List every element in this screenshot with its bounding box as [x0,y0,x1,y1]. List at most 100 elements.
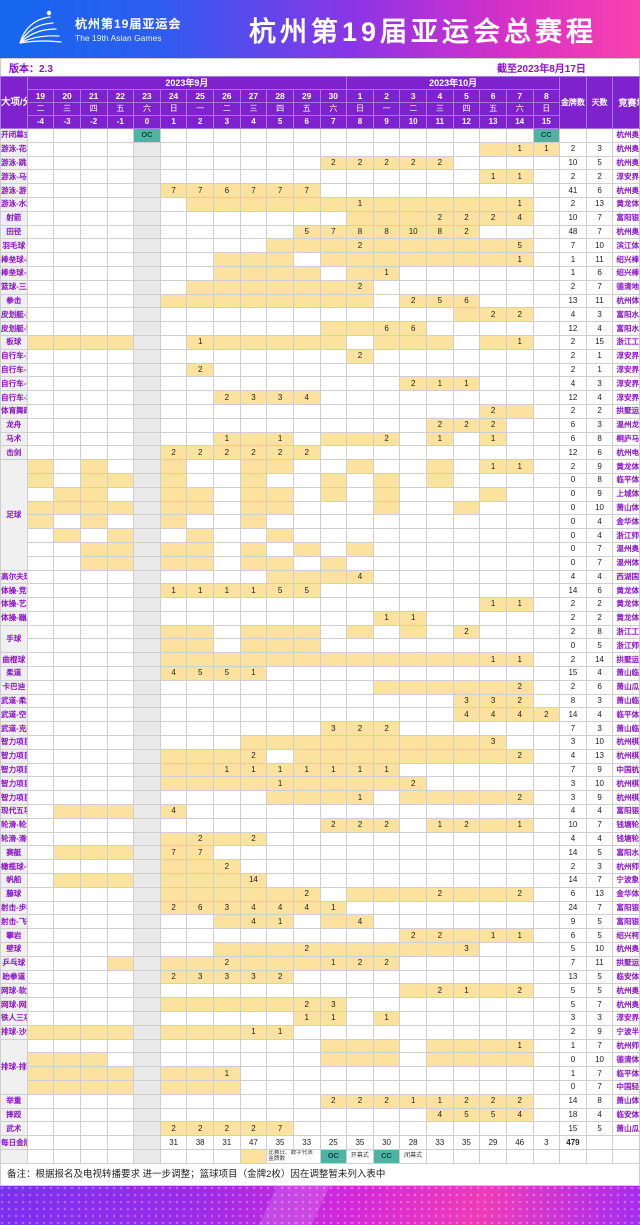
sport-label: 橄榄球-七人制橄榄球 [0,859,28,875]
day-cell [239,1093,268,1109]
gold-count: 2 [559,679,587,695]
day-cell [79,900,108,916]
day-cell [133,390,161,405]
day-cell [319,873,348,888]
days-count: 4 [585,1107,614,1123]
date-header: 19 [26,89,55,103]
day-cell [399,403,427,419]
day-cell [133,169,161,185]
day-cell [133,652,161,668]
day-cell: 1 [452,983,481,999]
day-cell [452,141,481,157]
day-cell [505,942,534,957]
day-cell [106,886,135,902]
day-cell [79,362,108,378]
days-count: 10 [585,776,614,792]
venue-cell: 萧山临浦体育馆 [612,693,640,709]
day-cell: 5 [292,224,321,240]
day-cell [479,541,507,557]
day-cell [346,417,374,433]
day-cell: CC [532,128,561,143]
day-cell [213,293,241,309]
day-cell [239,845,268,861]
day-cell: 1 [266,1024,294,1040]
day-cell [159,1038,188,1054]
day-cell: 2 [399,155,427,171]
schedule-row: 龙舟22263温州龙舟运动中心 [0,417,640,433]
day-cell [79,831,108,847]
day-cell: 2 [346,955,374,971]
day-cell [346,873,374,888]
day-cell [532,252,561,267]
day-cell [266,624,294,640]
day-cell [426,1079,454,1095]
day-cell [186,610,214,626]
sport-label: 跆拳道 [0,969,28,985]
day-cell [372,196,401,212]
day-cell [186,859,214,875]
day-cell: 1 [505,252,534,267]
sport-label: 皮划艇-静水 [0,321,28,336]
day-cell [26,804,55,819]
day-cell [532,831,561,847]
day-cell [292,431,321,447]
day-cell [239,155,268,171]
day-cell: 4 [452,707,481,723]
day-cell [452,748,481,764]
schedule-row: 赛艇77145富阳水上运动中心 [0,845,640,861]
day-cell [213,610,241,626]
countdown-header: 9 [372,115,401,129]
day-cell [292,817,321,833]
day-cell [53,886,81,902]
day-cell [399,528,427,543]
gold-count [559,128,587,143]
day-cell: 1 [426,376,454,392]
daily-gold-cell: 46 [505,1135,534,1150]
venue-cell: 上城体育中心体育场 [612,486,640,502]
day-cell: 4 [505,210,534,226]
day-cell [26,196,55,212]
daily-gold-cell: 31 [159,1135,188,1150]
day-cell [292,265,321,281]
gold-count: 4 [559,569,587,585]
day-cell [26,486,55,502]
days-count: 7 [585,873,614,888]
day-cell [26,748,55,764]
day-cell [53,652,81,668]
day-cell [239,169,268,185]
day-cell [505,183,534,198]
column-header-venue: 竞赛场馆 [612,76,640,129]
days-count: 3 [585,376,614,392]
day-cell [266,790,294,806]
day-cell [79,859,108,875]
day-cell [79,445,108,461]
day-cell [266,748,294,764]
day-cell [372,486,401,502]
day-cell [53,624,81,640]
schedule-table: 大项/分项2023年9月2023年10月金牌数天数竞赛场馆19202122232… [0,76,640,1164]
day-cell [292,238,321,254]
day-cell [159,693,188,709]
day-cell [346,500,374,516]
day-cell [292,1079,321,1095]
day-cell [505,155,534,171]
day-cell: 2 [399,928,427,944]
sport-label: 网球-网球 [0,997,28,1012]
day-cell [186,431,214,447]
day-cell [106,817,135,833]
days-count: 5 [585,969,614,985]
day-cell: 2 [505,886,534,902]
day-cell [532,196,561,212]
gold-count: 15 [559,1121,587,1137]
gold-count: 6 [559,431,587,447]
day-cell: 2 [319,155,348,171]
schedule-table-body: 开闭幕式OCCC杭州奥体中心体育场游泳-花样游泳1123杭州奥体中心游泳馆游泳-… [0,128,640,1164]
day-cell: 2 [239,445,268,461]
sport-label: 帆船 [0,873,28,888]
day-cell: 7 [186,183,214,198]
venue-cell: 临平体育中心体育场 [612,472,640,488]
schedule-row: 武术22227155萧山瓜沥文化体育中心 [0,1121,640,1137]
day-cell [426,1011,454,1026]
day-cell [372,983,401,999]
day-cell [532,762,561,778]
